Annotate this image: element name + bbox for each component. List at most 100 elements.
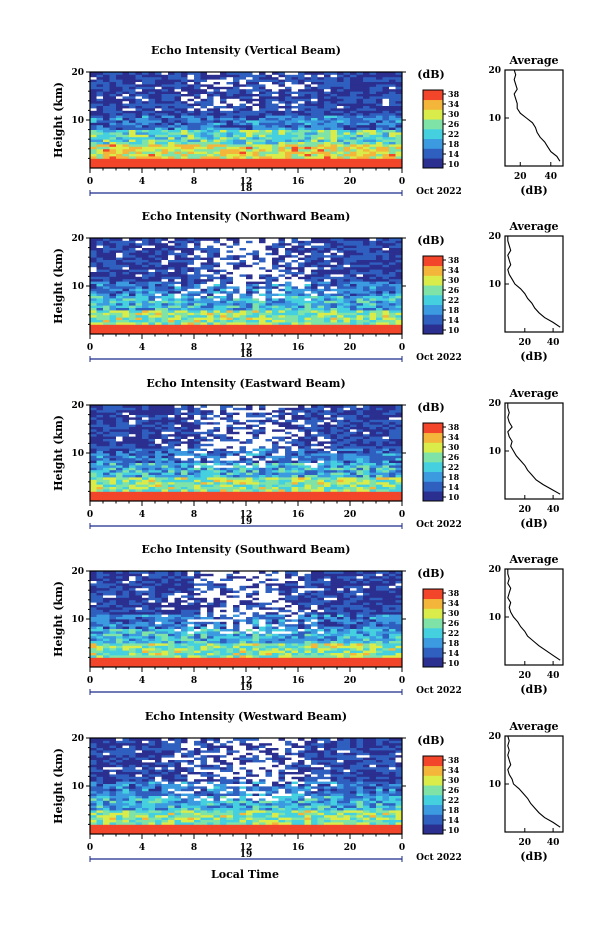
heatmap-cell xyxy=(233,293,240,296)
heatmap-cell xyxy=(292,98,299,101)
heatmap-cell xyxy=(162,276,169,279)
heatmap-cell xyxy=(129,163,136,166)
heatmap-cell xyxy=(175,96,182,99)
heatmap-cell xyxy=(207,267,214,270)
heatmap-cell xyxy=(103,460,110,463)
heatmap-cell xyxy=(305,470,312,473)
heatmap-cell xyxy=(155,291,162,294)
heatmap-cell xyxy=(207,74,214,77)
heatmap-cell xyxy=(168,317,175,320)
heatmap-cell xyxy=(240,260,247,263)
heatmap-cell xyxy=(103,300,110,303)
heatmap-cell xyxy=(305,98,312,101)
heatmap-cell xyxy=(318,322,325,325)
heatmap-cell xyxy=(279,132,286,135)
heatmap-cell xyxy=(97,77,104,80)
heatmap-cell xyxy=(298,146,305,149)
heatmap-cell xyxy=(311,262,318,265)
heatmap-cell xyxy=(97,86,104,89)
heatmap-cell xyxy=(188,149,195,152)
heatmap-cell xyxy=(227,479,234,482)
heatmap-cell xyxy=(311,122,318,125)
heatmap-cell xyxy=(396,484,403,487)
heatmap-cell xyxy=(103,320,110,323)
heatmap-cell xyxy=(155,308,162,311)
heatmap-cell xyxy=(233,291,240,294)
heatmap-cell xyxy=(194,467,201,470)
heatmap-cell xyxy=(110,151,117,154)
heatmap-cell xyxy=(363,103,370,106)
heatmap-cell xyxy=(175,245,182,248)
heatmap-cell xyxy=(90,317,97,320)
heatmap-cell xyxy=(233,134,240,137)
heatmap-cell xyxy=(337,303,344,306)
heatmap-cell xyxy=(90,276,97,279)
heatmap-cell xyxy=(168,86,175,89)
heatmap-cell xyxy=(246,156,253,159)
heatmap-cell xyxy=(90,139,97,142)
heatmap-cell xyxy=(285,279,292,282)
heatmap-cell xyxy=(266,308,273,311)
heatmap-cell xyxy=(214,293,221,296)
heatmap-cell xyxy=(181,494,188,497)
heatmap-cell xyxy=(227,245,234,248)
heatmap-cell xyxy=(207,467,214,470)
heatmap-cell xyxy=(272,252,279,255)
heatmap-cell xyxy=(350,267,357,270)
heatmap-cell xyxy=(253,103,260,106)
heatmap-cell xyxy=(344,272,351,275)
heatmap-cell xyxy=(162,115,169,118)
heatmap-cell xyxy=(233,132,240,135)
heatmap-cell xyxy=(344,310,351,313)
heatmap-cell xyxy=(344,91,351,94)
heatmap-cell xyxy=(383,115,390,118)
heatmap-cell xyxy=(259,255,266,258)
heatmap-cell xyxy=(103,108,110,111)
heatmap-cell xyxy=(396,115,403,118)
heatmap-cell xyxy=(214,156,221,159)
heatmap-cell xyxy=(272,487,279,490)
heatmap-cell xyxy=(123,477,130,480)
y-axis-label: Height (km) xyxy=(52,82,65,158)
heatmap-cell xyxy=(396,240,403,243)
heatmap-cell xyxy=(285,274,292,277)
heatmap-cell xyxy=(389,122,396,125)
heatmap-cell xyxy=(129,96,136,99)
heatmap-cell xyxy=(233,487,240,490)
heatmap-cell xyxy=(188,288,195,291)
heatmap-cell xyxy=(272,291,279,294)
heatmap-cell xyxy=(168,163,175,166)
heatmap-cell xyxy=(136,327,143,330)
heatmap-cell xyxy=(233,296,240,299)
heatmap-cell xyxy=(175,279,182,282)
heatmap-cell xyxy=(129,286,136,289)
heatmap-cell xyxy=(285,267,292,270)
heatmap-cell xyxy=(227,156,234,159)
heatmap-cell xyxy=(201,125,208,128)
heatmap-cell xyxy=(337,115,344,118)
heatmap-cell xyxy=(292,132,299,135)
heatmap-cell xyxy=(201,255,208,258)
heatmap-cell xyxy=(123,89,130,92)
heatmap-cell xyxy=(168,118,175,121)
heatmap-cell xyxy=(383,125,390,128)
heatmap-cell xyxy=(389,248,396,251)
heatmap-cell xyxy=(350,475,357,478)
heatmap-cell xyxy=(259,137,266,140)
heatmap-cell xyxy=(90,286,97,289)
heatmap-cell xyxy=(207,264,214,267)
heatmap-cell xyxy=(194,79,201,82)
heatmap-cell xyxy=(331,156,338,159)
heatmap-cell xyxy=(396,281,403,284)
heatmap-cell xyxy=(337,477,344,480)
heatmap-cell xyxy=(357,310,364,313)
heatmap-cell xyxy=(298,305,305,308)
heatmap-cell xyxy=(272,484,279,487)
heatmap-cell xyxy=(97,96,104,99)
heatmap-cell xyxy=(240,161,247,164)
heatmap-cell xyxy=(383,91,390,94)
heatmap-cell xyxy=(292,460,299,463)
heatmap-cell xyxy=(194,487,201,490)
heatmap-cell xyxy=(123,267,130,270)
heatmap-cell xyxy=(350,264,357,267)
